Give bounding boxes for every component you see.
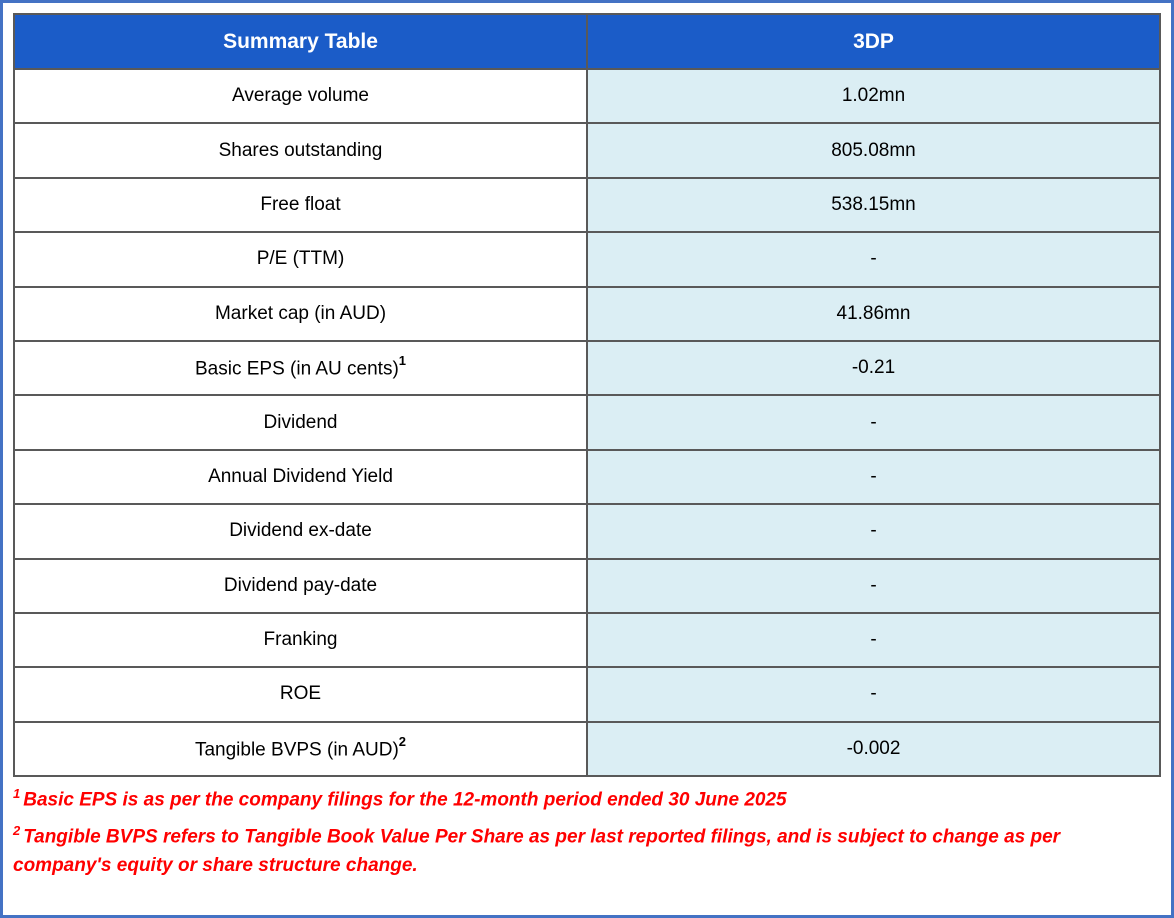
- metric-value: -0.002: [586, 720, 1161, 778]
- footnote-1-marker: 1: [13, 786, 21, 802]
- table-row: Franking -: [13, 611, 1161, 669]
- metric-label: ROE: [13, 666, 588, 723]
- metric-label: Shares outstanding: [13, 122, 588, 179]
- table-row: Basic EPS (in AU cents)1 -0.21: [13, 339, 1161, 397]
- metric-label: Free float: [13, 176, 588, 234]
- metric-label: Dividend ex-date: [13, 503, 588, 560]
- metric-value: -: [586, 503, 1161, 560]
- summary-table: Summary Table 3DP Average volume 1.02mn Sh…: [13, 13, 1161, 778]
- metric-value: 1.02mn: [586, 67, 1161, 125]
- footnote-marker: 2: [398, 734, 407, 750]
- metric-value: 538.15mn: [586, 176, 1161, 234]
- metric-label: Annual Dividend Yield: [13, 448, 588, 506]
- metric-label: Dividend: [13, 394, 588, 451]
- footnote-2-marker: 2: [13, 822, 21, 838]
- table-row: Market cap (in AUD) 41.86mn: [13, 285, 1161, 342]
- metric-value: -0.21: [586, 339, 1161, 397]
- metric-label: Average volume: [13, 67, 588, 125]
- metric-value: -: [586, 611, 1161, 669]
- metric-value: 41.86mn: [586, 285, 1161, 342]
- table-row: Shares outstanding 805.08mn: [13, 122, 1161, 179]
- footnote-2-text: Tangible BVPS refers to Tangible Book Va…: [13, 826, 1061, 876]
- metric-value: -: [586, 666, 1161, 723]
- table-row: Dividend ex-date -: [13, 503, 1161, 560]
- table-row: Annual Dividend Yield -: [13, 448, 1161, 506]
- header-cell-ticker: 3DP: [586, 13, 1161, 70]
- metric-label: Basic EPS (in AU cents)1: [13, 339, 588, 397]
- metric-value: 805.08mn: [586, 122, 1161, 179]
- table-row: Dividend pay-date -: [13, 557, 1161, 614]
- footnotes-section: 1 Basic EPS is as per the company filings…: [13, 784, 1163, 880]
- header-cell-summary-table: Summary Table: [13, 13, 588, 70]
- metric-value: -: [586, 448, 1161, 506]
- table-row: Dividend -: [13, 394, 1161, 451]
- table-row: Tangible BVPS (in AUD)2 -0.002: [13, 720, 1161, 778]
- footnote-1-text: Basic EPS is as per the company filings …: [23, 789, 787, 811]
- metric-label: Tangible BVPS (in AUD)2: [13, 720, 588, 778]
- metric-label: Franking: [13, 611, 588, 669]
- metric-value: -: [586, 231, 1161, 288]
- footnote-marker: 1: [398, 353, 407, 369]
- footnote-2: 2 Tangible BVPS refers to Tangible Book V…: [13, 821, 1163, 880]
- metric-label: P/E (TTM): [13, 231, 588, 288]
- table-row: ROE -: [13, 666, 1161, 723]
- metric-value: -: [586, 557, 1161, 614]
- summary-table-body: Average volume 1.02mn Shares outstanding 80…: [13, 67, 1161, 778]
- table-header-row: Summary Table 3DP: [13, 13, 1161, 70]
- footnote-1: 1 Basic EPS is as per the company filings…: [13, 784, 1163, 815]
- table-row: Free float 538.15mn: [13, 176, 1161, 234]
- table-row: P/E (TTM) -: [13, 231, 1161, 288]
- table-row: Average volume 1.02mn: [13, 67, 1161, 125]
- metric-label: Dividend pay-date: [13, 557, 588, 614]
- metric-value: -: [586, 394, 1161, 451]
- metric-label: Market cap (in AUD): [13, 285, 588, 342]
